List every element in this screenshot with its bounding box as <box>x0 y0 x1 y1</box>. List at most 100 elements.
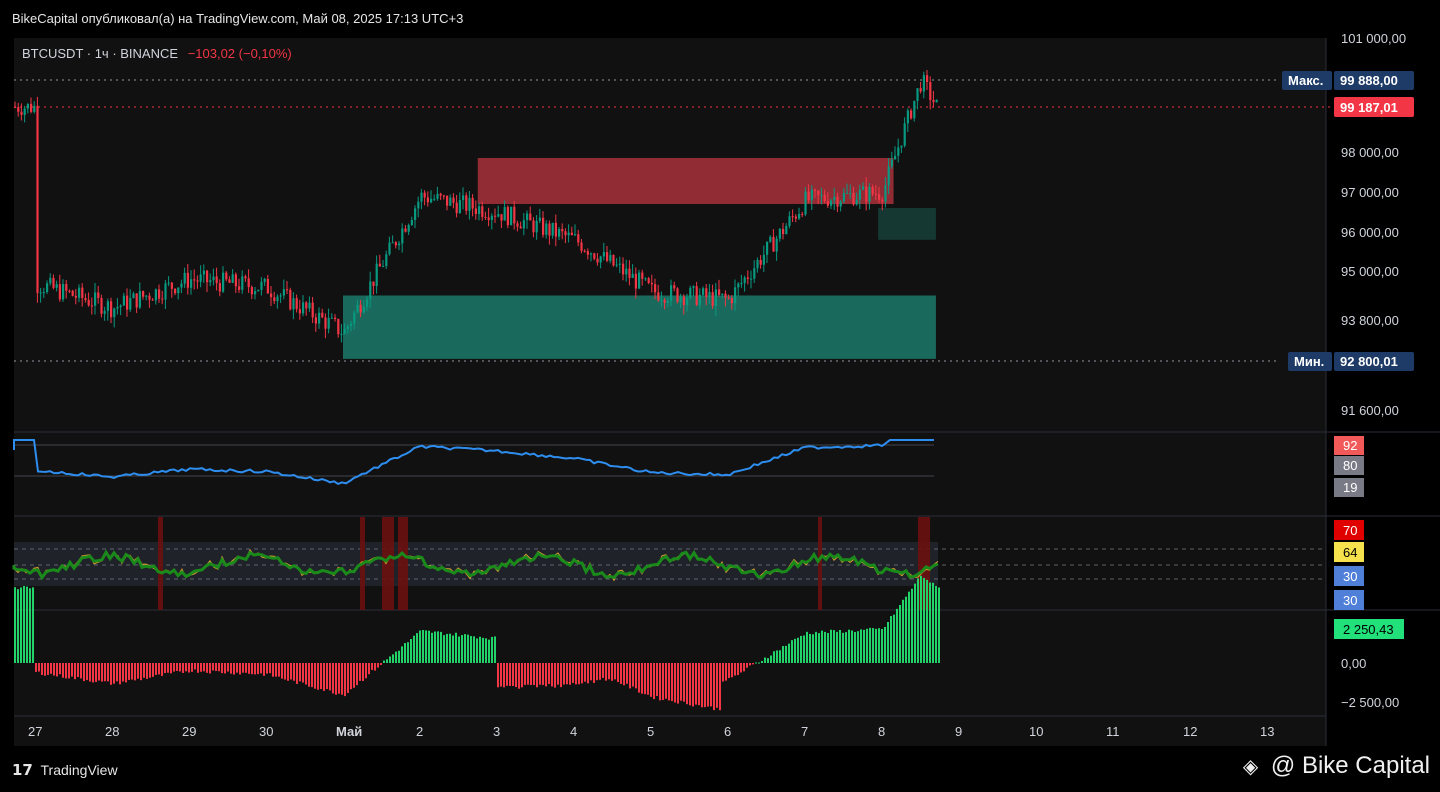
candle-body <box>356 304 359 313</box>
candle-body <box>718 289 721 295</box>
candle-body <box>558 228 561 237</box>
candle-body <box>183 272 186 284</box>
hist-bar <box>404 643 406 663</box>
candle-body <box>458 200 461 214</box>
candle-body <box>462 195 465 201</box>
candle-body <box>314 317 317 324</box>
hist-bar <box>599 663 601 680</box>
candle-body <box>190 279 193 288</box>
candle-body <box>631 273 634 278</box>
candle-body <box>881 199 884 202</box>
candle-body <box>231 274 234 283</box>
hist-bar <box>794 638 796 663</box>
hist-bar <box>83 663 85 682</box>
hist-bar <box>761 661 763 663</box>
hist-bar <box>506 663 508 686</box>
hist-bar <box>467 634 469 663</box>
hist-bar <box>563 663 565 685</box>
candle-body <box>772 236 775 252</box>
candle-body <box>887 166 890 186</box>
tradingview-logo-text: TradingView <box>40 762 118 778</box>
hist-bar <box>428 630 430 663</box>
candle-body <box>305 302 308 309</box>
hist-bar <box>173 663 175 672</box>
tv-logo-icon: 𝟭𝟳 <box>12 762 33 779</box>
hist-bar <box>320 663 322 689</box>
candle-body <box>135 293 138 308</box>
candle-body <box>804 191 807 215</box>
hist-bar <box>743 663 745 672</box>
candle-body <box>14 106 17 108</box>
hist-bar <box>689 663 691 706</box>
hist-bar <box>194 663 196 670</box>
rsi-highlight <box>818 517 822 610</box>
hist-bar <box>170 663 172 674</box>
hist-bar <box>494 636 496 663</box>
hist-bar <box>59 663 61 675</box>
hist-bar <box>593 663 595 683</box>
candle-body <box>894 155 897 160</box>
candle-body <box>260 281 263 290</box>
ind2-badge: 30 <box>1343 569 1357 584</box>
time-label: 6 <box>724 724 731 739</box>
candle-body <box>452 197 455 203</box>
hist-bar <box>842 632 844 663</box>
chart-area[interactable] <box>14 38 1326 746</box>
candle-body <box>273 297 276 302</box>
hist-bar <box>476 638 478 663</box>
hist-bar <box>533 663 535 685</box>
hist-bar <box>836 631 838 663</box>
candle-body <box>398 243 401 246</box>
tradingview-logo[interactable]: 𝟭𝟳 TradingView <box>12 761 118 779</box>
hist-bar <box>578 663 580 685</box>
candle-body <box>839 201 842 207</box>
candle-body <box>23 108 26 115</box>
hist-bar <box>797 637 799 663</box>
time-label: 9 <box>955 724 962 739</box>
price-tick-label: 93 800,00 <box>1341 313 1399 328</box>
candle-body <box>900 145 903 148</box>
hist-bar <box>542 663 544 685</box>
candle-body <box>442 195 445 197</box>
candle-body <box>209 280 212 283</box>
ind1-badge: 92 <box>1343 438 1357 453</box>
ind2-badge-bg <box>1334 520 1364 540</box>
hist-bar <box>275 663 277 677</box>
hist-bar <box>38 663 40 672</box>
candle-body <box>433 198 436 200</box>
candle-body <box>647 278 650 283</box>
hist-badge: 2 250,43 <box>1343 622 1394 637</box>
candle-body <box>625 268 628 275</box>
hist-bar <box>35 663 37 672</box>
supply-zone <box>477 158 894 204</box>
time-label: 7 <box>801 724 808 739</box>
hist-bar <box>614 663 616 680</box>
hist-bar <box>155 663 157 675</box>
hist-bar <box>518 663 520 689</box>
hist-bar <box>26 586 28 663</box>
hist-bar <box>347 663 349 693</box>
candle-body <box>122 295 125 306</box>
hist-bar <box>74 663 76 680</box>
candle-body <box>542 217 545 235</box>
candle-body <box>618 263 621 265</box>
hist-bar <box>206 663 208 673</box>
hist-bar <box>866 628 868 663</box>
candle-body <box>334 317 337 320</box>
candle-body <box>478 206 481 214</box>
ind2-badge-bg <box>1334 542 1364 562</box>
hist-bar <box>260 663 262 674</box>
hist-bar <box>710 663 712 707</box>
hist-bar <box>305 663 307 685</box>
hist-bar <box>71 663 73 677</box>
hist-bar <box>101 663 103 682</box>
candle-body <box>762 254 765 265</box>
hist-bar <box>413 635 415 663</box>
candle-body <box>746 277 749 279</box>
ticker-symbol[interactable]: BTCUSDT · 1ч · BINANCE <box>22 46 179 61</box>
candle-body <box>750 278 753 280</box>
candle-body <box>430 198 433 203</box>
hist-zero-label: 0,00 <box>1341 656 1366 671</box>
hist-bar <box>899 605 901 663</box>
